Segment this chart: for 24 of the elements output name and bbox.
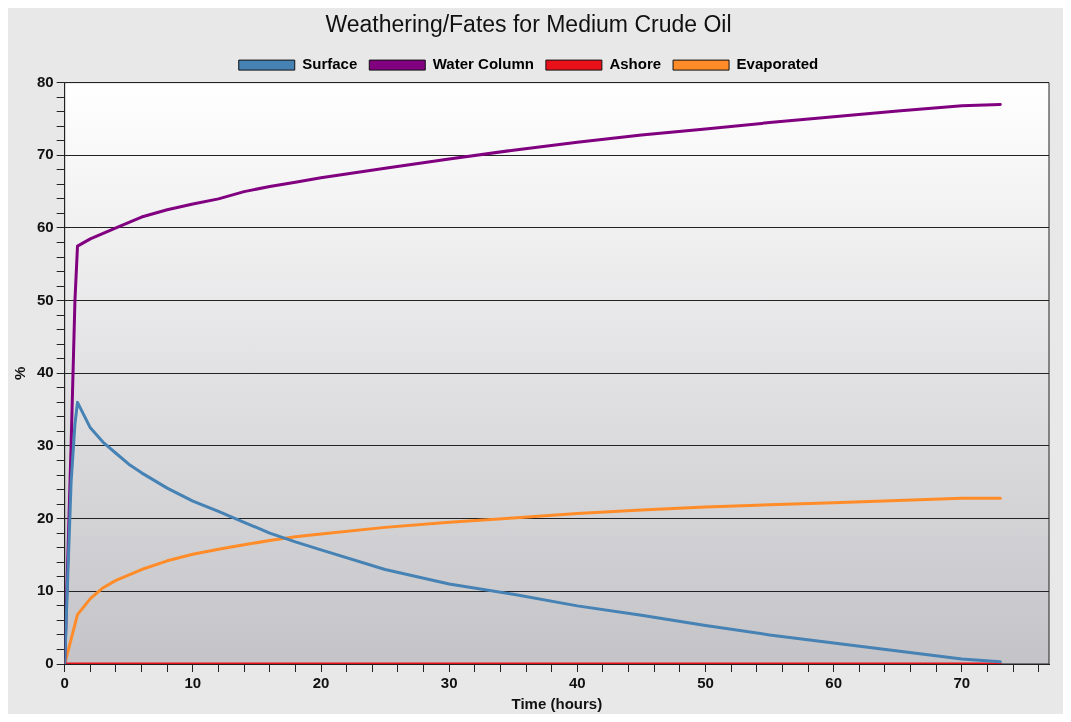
y-axis-title: % xyxy=(11,366,29,380)
x-tick-label: 30 xyxy=(440,674,458,692)
x-tick-label: 70 xyxy=(953,674,971,692)
legend-label: Water Column xyxy=(432,55,534,73)
x-tick-label: 60 xyxy=(825,674,843,692)
y-tick-label: 50 xyxy=(37,290,54,308)
legend-label: Evaporated xyxy=(736,55,819,73)
y-tick-label: 10 xyxy=(37,581,54,599)
legend-label: Surface xyxy=(302,55,358,73)
legend-label: Ashore xyxy=(609,55,662,73)
y-tick-label: 30 xyxy=(37,436,54,454)
y-tick-label: 70 xyxy=(37,145,54,163)
x-tick-label: 10 xyxy=(184,674,202,692)
y-tick-label: 20 xyxy=(37,508,54,526)
y-tick-label: 80 xyxy=(37,72,54,90)
y-tick-label: 60 xyxy=(37,218,54,236)
y-tick-label: 40 xyxy=(37,363,54,381)
x-tick-label: 40 xyxy=(569,674,586,692)
x-tick-label: 20 xyxy=(312,674,330,692)
x-tick-label: 50 xyxy=(697,674,714,692)
chart-title: Weathering/Fates for Medium Crude Oil xyxy=(325,11,732,38)
x-axis-title: Time (hours) xyxy=(511,695,603,713)
x-tick-label: 0 xyxy=(60,674,69,692)
y-tick-label: 0 xyxy=(45,654,54,672)
